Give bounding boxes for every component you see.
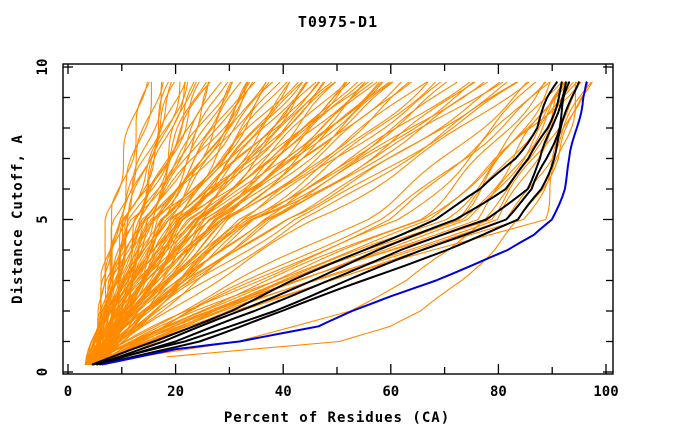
- ensemble-curve: [101, 81, 308, 365]
- ensemble-curve: [98, 81, 369, 365]
- ensemble-curve: [98, 81, 186, 365]
- ensemble-curve: [90, 81, 307, 365]
- ensemble-curve: [95, 81, 474, 365]
- ensemble-curve: [84, 81, 253, 365]
- ensemble-curve: [97, 81, 281, 365]
- ensemble-curve: [98, 81, 197, 365]
- highlight-model-3: [99, 81, 580, 366]
- ensemble-curve: [98, 81, 567, 365]
- ensemble-curve: [99, 81, 248, 365]
- ensemble-curve: [98, 81, 578, 365]
- reference-model: [101, 81, 588, 366]
- ensemble-curve: [97, 81, 299, 365]
- highlight-curves: [91, 81, 580, 366]
- ensemble-curve: [84, 81, 501, 365]
- ensemble-curve: [85, 81, 319, 365]
- ensemble-curve: [93, 81, 563, 365]
- ensemble-curve: [100, 81, 273, 365]
- ensemble-curve: [103, 81, 390, 365]
- y-tick-label: 5: [35, 215, 51, 223]
- ensemble-curve: [94, 81, 189, 365]
- ensemble-curve: [95, 81, 333, 365]
- x-tick-label: 20: [167, 384, 184, 400]
- x-tick-label: 0: [64, 384, 72, 400]
- ensemble-curve: [91, 81, 458, 365]
- highlight-model-4: [95, 81, 563, 366]
- ensemble-curve: [99, 81, 485, 365]
- ensemble-curve: [98, 81, 476, 365]
- ensemble-curve: [92, 81, 564, 365]
- ensemble-curve: [98, 81, 336, 365]
- ensemble-curve: [101, 81, 530, 365]
- ensemble-curve: [97, 81, 504, 365]
- highlight-model-2: [92, 81, 571, 366]
- highlight-model-5: [91, 81, 558, 366]
- ensemble-curve: [92, 81, 402, 365]
- y-tick-label: 0: [35, 368, 51, 376]
- x-axis-label: Percent of Residues (CA): [224, 410, 450, 426]
- highlight-model-1: [96, 81, 567, 366]
- y-axis-label: Distance Cutoff, A: [10, 134, 26, 304]
- ensemble-curve: [97, 81, 517, 365]
- ensemble-curve: [95, 81, 232, 365]
- ensemble-curve: [85, 81, 172, 365]
- x-tick-label: 60: [382, 384, 399, 400]
- reference-curve: [101, 81, 588, 366]
- ensemble-curves: [84, 81, 593, 365]
- x-tick-label: 40: [275, 384, 292, 400]
- axis-tick-labels: 0 20 40 60 80 100 0 5 10: [35, 59, 619, 400]
- ensemble-curve: [90, 81, 528, 365]
- x-tick-label: 80: [490, 384, 507, 400]
- chart-title: T0975-D1: [298, 13, 378, 31]
- ensemble-outlier-1: [166, 81, 593, 358]
- y-tick-label: 10: [35, 59, 51, 76]
- ensemble-curve: [96, 81, 233, 365]
- ensemble-curve: [92, 81, 547, 365]
- ensemble-curve: [98, 81, 412, 365]
- axis-ticks: [63, 64, 613, 374]
- ensemble-curve: [97, 81, 148, 365]
- x-tick-label: 100: [593, 384, 618, 400]
